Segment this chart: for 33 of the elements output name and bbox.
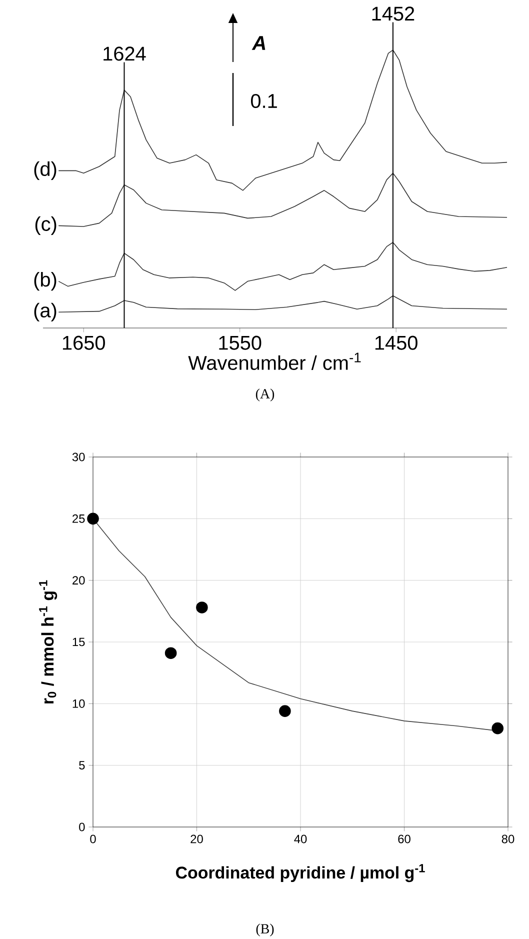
point [164, 647, 177, 659]
y-tick-label: 0 [79, 822, 85, 832]
annotation: 0.1 [250, 94, 277, 108]
x-tick-label: 1650 [62, 336, 105, 350]
point [279, 705, 291, 717]
x-tick-label: 20 [190, 834, 203, 844]
text: A [252, 36, 266, 50]
y-axis-title: r$_{0}$ / mmol h$^{-1}$ g$^{-1}$ [39, 580, 58, 704]
y-tick-label: 25 [72, 514, 85, 523]
x-tick-label: 80 [502, 834, 514, 844]
x-tick-label: 40 [294, 834, 307, 844]
x-axis-title: Coordinated pyridine / µmol g$^{-1}$ [176, 864, 425, 882]
y-tick-label: 5 [79, 761, 85, 770]
series-label: (b) [34, 272, 56, 291]
text: (A) [256, 388, 274, 402]
point [492, 722, 504, 734]
series-label: (a) [34, 302, 56, 322]
point [196, 602, 208, 614]
y-tick-label: 30 [72, 452, 85, 462]
series-label: (c) [35, 216, 56, 235]
y-tick-label: 15 [72, 638, 85, 646]
y-tick-label: 20 [72, 576, 85, 585]
x-tick-label: 60 [398, 834, 410, 844]
x-tick-label: 1450 [375, 336, 418, 350]
ref-line-label: 1452 [372, 6, 414, 21]
text: (B) [256, 924, 274, 936]
point [87, 512, 99, 525]
x-tick-label: 0 [90, 834, 96, 844]
x-tick-label: 1550 [219, 336, 262, 350]
series-label: (d) [34, 161, 56, 180]
x-axis-title: Wavenumber / cm$^{-1}$ [188, 352, 361, 370]
y-tick-label: 10 [72, 699, 85, 708]
ref-line-label: 1624 [104, 46, 146, 61]
